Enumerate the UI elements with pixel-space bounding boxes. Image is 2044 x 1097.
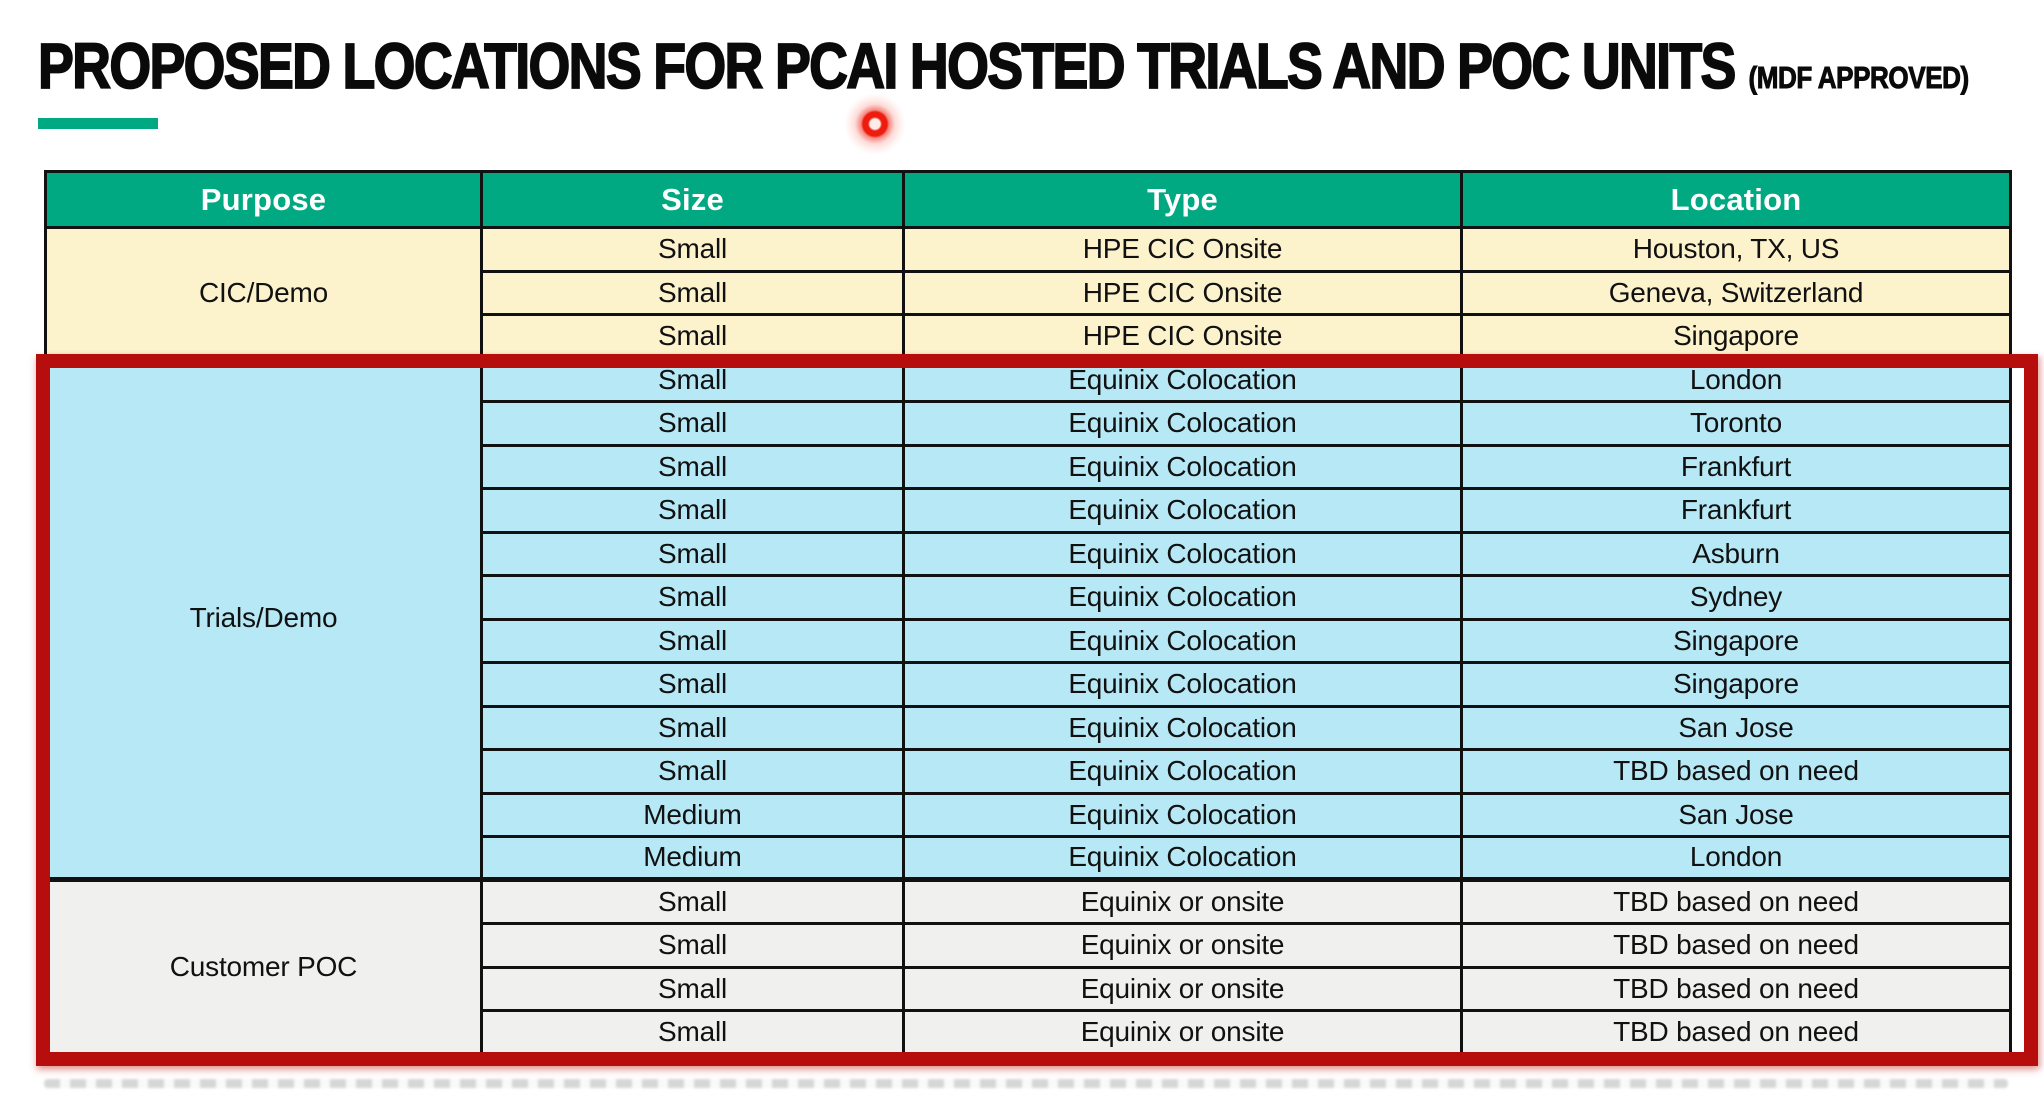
cell-size: Small bbox=[483, 620, 905, 664]
cropped-text-artifact bbox=[44, 1079, 2008, 1088]
cell-location: Singapore bbox=[1463, 316, 2009, 360]
cell-size: Medium bbox=[483, 838, 905, 882]
header-cell-location: Location bbox=[1463, 173, 2009, 229]
cell-size: Small bbox=[483, 533, 905, 577]
cell-location: Toronto bbox=[1463, 403, 2009, 447]
cell-location: TBD based on need bbox=[1463, 925, 2009, 969]
cell-type: Equinix Colocation bbox=[905, 664, 1463, 708]
cell-type: Equinix Colocation bbox=[905, 620, 1463, 664]
cell-type: Equinix or onsite bbox=[905, 1012, 1463, 1056]
cell-size: Small bbox=[483, 707, 905, 751]
cell-location: TBD based on need bbox=[1463, 1012, 2009, 1056]
cell-size: Medium bbox=[483, 794, 905, 838]
cell-size: Small bbox=[483, 881, 905, 925]
cell-location: San Jose bbox=[1463, 707, 2009, 751]
cell-location: Asburn bbox=[1463, 533, 2009, 577]
cell-location: TBD based on need bbox=[1463, 968, 2009, 1012]
cell-location: Geneva, Switzerland bbox=[1463, 272, 2009, 316]
cell-location: Houston, TX, US bbox=[1463, 229, 2009, 273]
cell-size: Small bbox=[483, 664, 905, 708]
cell-type: Equinix Colocation bbox=[905, 838, 1463, 882]
cell-size: Small bbox=[483, 577, 905, 621]
cell-location: Singapore bbox=[1463, 620, 2009, 664]
purpose-cell-cic-demo: CIC/Demo bbox=[47, 229, 483, 360]
cell-type: Equinix Colocation bbox=[905, 533, 1463, 577]
cell-size: Small bbox=[483, 751, 905, 795]
cell-type: Equinix Colocation bbox=[905, 359, 1463, 403]
cell-type: Equinix or onsite bbox=[905, 881, 1463, 925]
cell-size: Small bbox=[483, 272, 905, 316]
cell-type: HPE CIC Onsite bbox=[905, 272, 1463, 316]
laser-pointer-icon bbox=[844, 93, 906, 155]
cell-size: Small bbox=[483, 229, 905, 273]
cell-type: Equinix Colocation bbox=[905, 707, 1463, 751]
cell-type: Equinix or onsite bbox=[905, 925, 1463, 969]
cell-size: Small bbox=[483, 490, 905, 534]
cell-type: HPE CIC Onsite bbox=[905, 229, 1463, 273]
purpose-cell-customer-poc: Customer POC bbox=[47, 881, 483, 1056]
cell-size: Small bbox=[483, 925, 905, 969]
cell-location: Frankfurt bbox=[1463, 490, 2009, 534]
header-cell-purpose: Purpose bbox=[47, 173, 483, 229]
cell-size: Small bbox=[483, 1012, 905, 1056]
cell-type: Equinix Colocation bbox=[905, 446, 1463, 490]
cell-location: TBD based on need bbox=[1463, 751, 2009, 795]
cell-location: London bbox=[1463, 838, 2009, 882]
cell-type: Equinix Colocation bbox=[905, 490, 1463, 534]
cell-type: Equinix or onsite bbox=[905, 968, 1463, 1012]
header-cell-type: Type bbox=[905, 173, 1463, 229]
cell-size: Small bbox=[483, 446, 905, 490]
green-accent-bar bbox=[38, 118, 158, 129]
cell-type: HPE CIC Onsite bbox=[905, 316, 1463, 360]
header-cell-size: Size bbox=[483, 173, 905, 229]
cell-size: Small bbox=[483, 359, 905, 403]
cell-location: TBD based on need bbox=[1463, 881, 2009, 925]
cell-type: Equinix Colocation bbox=[905, 403, 1463, 447]
page-title-suffix: (MDF APPROVED) bbox=[1748, 60, 1970, 96]
cell-type: Equinix Colocation bbox=[905, 794, 1463, 838]
page-title: PROPOSED LOCATIONS FOR PCAI HOSTED TRIAL… bbox=[37, 33, 1970, 99]
cell-size: Small bbox=[483, 403, 905, 447]
cell-size: Small bbox=[483, 316, 905, 360]
cell-location: San Jose bbox=[1463, 794, 2009, 838]
cell-size: Small bbox=[483, 968, 905, 1012]
cell-location: Singapore bbox=[1463, 664, 2009, 708]
cell-location: Sydney bbox=[1463, 577, 2009, 621]
cell-type: Equinix Colocation bbox=[905, 577, 1463, 621]
cell-location: Frankfurt bbox=[1463, 446, 2009, 490]
page-title-text: PROPOSED LOCATIONS FOR PCAI HOSTED TRIAL… bbox=[37, 30, 1737, 102]
locations-table: Purpose Size Type Location CIC/Demo Tria… bbox=[44, 170, 2012, 1059]
cell-location: London bbox=[1463, 359, 2009, 403]
cell-type: Equinix Colocation bbox=[905, 751, 1463, 795]
purpose-cell-trials-demo: Trials/Demo bbox=[47, 359, 483, 882]
